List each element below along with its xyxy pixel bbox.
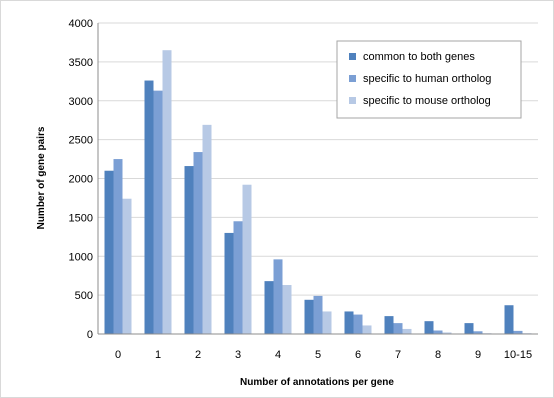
bar-0-series-2 xyxy=(113,159,123,334)
bar-10-15-series-2 xyxy=(513,330,523,334)
y-axis-title: Number of gene pairs xyxy=(36,126,47,229)
x-tick-label: 0 xyxy=(115,349,121,361)
bar-0-series-3 xyxy=(122,198,132,334)
y-tick-label: 4000 xyxy=(69,18,93,30)
bar-6-series-1 xyxy=(344,311,354,334)
x-tick-label: 2 xyxy=(195,349,201,361)
legend-swatch xyxy=(349,53,356,60)
x-axis-title: Number of annotations per gene xyxy=(240,377,394,388)
y-tick-label: 1000 xyxy=(69,251,93,263)
bar-1-series-2 xyxy=(153,90,163,334)
y-tick-label: 2500 xyxy=(69,135,93,147)
x-tick-label: 3 xyxy=(235,349,241,361)
bar-7-series-3 xyxy=(402,328,412,334)
bar-10-15-series-1 xyxy=(504,305,514,334)
bar-5-series-2 xyxy=(313,295,323,334)
y-tick-label: 3000 xyxy=(69,96,93,108)
bar-3-series-3 xyxy=(242,184,252,334)
bar-0-series-1 xyxy=(104,170,114,334)
axes xyxy=(97,23,538,335)
x-tick-labels: 0 1 2 3 4 5 6 7 8 9 10-15 xyxy=(115,349,532,361)
bar-8-series-3 xyxy=(442,332,452,334)
bar-3-series-2 xyxy=(233,221,243,334)
bar-5-series-3 xyxy=(322,311,332,334)
bar-1-series-1 xyxy=(144,80,154,334)
bar-4-series-3 xyxy=(282,285,292,334)
legend-swatch xyxy=(349,75,356,82)
bar-4-series-1 xyxy=(264,281,274,334)
y-tick-labels: 0 500 1000 1500 2000 2500 3000 3500 4000 xyxy=(69,18,93,341)
bar-4-series-2 xyxy=(273,259,283,334)
y-tick-label: 3500 xyxy=(69,57,93,69)
bar-9-series-2 xyxy=(473,331,483,334)
bar-7-series-1 xyxy=(384,316,394,334)
x-tick-label: 8 xyxy=(435,349,441,361)
bar-2-series-2 xyxy=(193,152,203,334)
bar-2-series-3 xyxy=(202,124,212,334)
bar-3-series-1 xyxy=(224,232,234,334)
y-tick-label: 0 xyxy=(87,329,93,341)
legend-label: common to both genes xyxy=(363,51,475,63)
bar-9-series-1 xyxy=(464,323,474,334)
x-tick-label: 10-15 xyxy=(504,349,532,361)
bar-5-series-1 xyxy=(304,299,314,334)
x-tick-label: 5 xyxy=(315,349,321,361)
legend-label: specific to mouse ortholog xyxy=(363,95,491,107)
y-tick-label: 500 xyxy=(75,290,93,302)
y-tick-label: 1500 xyxy=(69,212,93,224)
x-tick-label: 1 xyxy=(155,349,161,361)
legend-swatch xyxy=(349,97,356,104)
y-tick-label: 2000 xyxy=(69,174,93,186)
x-tick-label: 7 xyxy=(395,349,401,361)
bar-2-series-1 xyxy=(184,166,194,334)
x-tick-label: 9 xyxy=(475,349,481,361)
x-tick-label: 4 xyxy=(275,349,281,361)
bar-1-series-3 xyxy=(162,50,172,335)
bar-8-series-1 xyxy=(424,321,434,334)
legend-label: specific to human ortholog xyxy=(363,73,491,85)
bars xyxy=(104,50,532,335)
bar-7-series-2 xyxy=(393,323,403,334)
bar-6-series-2 xyxy=(353,314,363,334)
x-tick-label: 6 xyxy=(355,349,361,361)
legend: common to both genes specific to human or… xyxy=(336,40,522,119)
legend-box xyxy=(336,40,522,119)
bar-6-series-3 xyxy=(362,325,372,334)
bar-8-series-2 xyxy=(433,330,443,334)
